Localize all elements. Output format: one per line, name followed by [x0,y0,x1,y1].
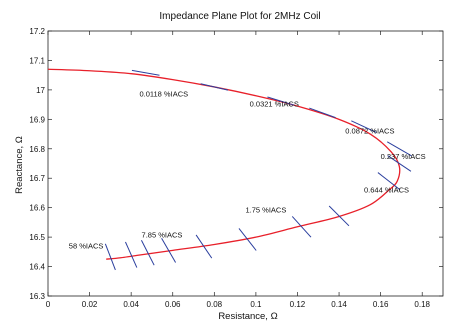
x-axis-label: Resistance, Ω [218,311,277,321]
x-tick-label: 0.04 [123,300,139,309]
conductivity-marker [161,237,177,263]
plot-area: 0 0.02 0.04 0.06 0.08 0.1 0.12 0.14 0.16 0.18 16.3… [29,27,444,309]
x-tick-label: 0.18 [414,300,430,309]
conductivity-marker [238,228,257,251]
conductivity-marker [131,69,160,76]
y-tick-label: 16.9 [29,115,45,124]
y-tick-label: 16.8 [29,145,45,154]
conductivity-marker [104,243,116,271]
conductivity-marker [267,96,295,106]
x-tick-label: 0.16 [373,300,389,309]
conductivity-annotation: 0.644 %IACS [364,185,409,194]
y-tick-label: 17.2 [29,27,45,36]
conductivity-marker [377,172,401,191]
conductivity-annotation: 1.75 %IACS [246,206,287,215]
y-tick-label: 16.6 [29,204,45,213]
y-tick-label: 17.1 [29,56,45,65]
conductivity-annotation: 0.0118 %IACS [139,89,188,98]
conductivity-annotation: 0.0872 %IACS [345,126,394,135]
x-tick-label: 0.08 [207,300,223,309]
impedance-curve [47,68,401,260]
conductivity-annotation: 0.237 %IACS [381,152,426,161]
y-tick-label: 17 [36,86,45,95]
y-tick-label: 16.4 [29,263,45,272]
conductivity-annotation: 58 %IACS [69,241,104,250]
conductivity-marker [309,107,336,119]
conductivity-annotation: 7.85 %IACS [142,231,183,240]
x-tick-label: 0.12 [290,300,306,309]
conductivity-marker [195,234,213,259]
conductivity-marker [125,241,138,268]
y-tick-label: 16.5 [29,233,45,242]
conductivity-marker [328,205,350,227]
conductivity-annotation: 0.0321 %IACS [250,100,299,109]
conductivity-marker [386,141,412,157]
chart-title: Impedance Plane Plot for 2MHz Coil [159,11,320,22]
x-tick-label: 0.14 [331,300,347,309]
y-axis-label: Reactance, Ω [14,136,25,194]
conductivity-marker [291,216,312,238]
x-tick-label: 0 [46,300,51,309]
x-tick-label: 0.1 [250,300,262,309]
conductivity-marker [140,240,155,266]
conductivity-marker [387,155,412,172]
x-tick-label: 0.06 [165,300,181,309]
y-tick-label: 16.3 [29,292,45,301]
x-tick-label: 0.02 [82,300,98,309]
conductivity-marker [200,83,229,91]
plot-frame [47,30,444,297]
y-tick-label: 16.7 [29,174,45,183]
conductivity-marker [351,120,377,134]
